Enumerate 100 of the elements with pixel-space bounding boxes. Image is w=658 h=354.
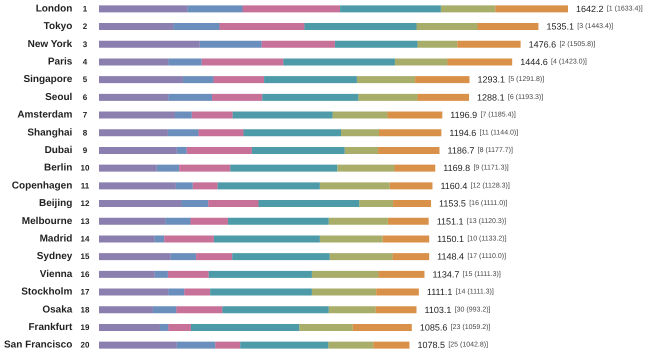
bar [174, 23, 220, 30]
bar [99, 112, 175, 119]
bar [214, 235, 320, 242]
bar [208, 200, 258, 208]
bar [186, 146, 252, 154]
bar [283, 58, 395, 66]
bar [264, 76, 357, 84]
bar [99, 146, 177, 154]
bar [152, 306, 176, 314]
bar [99, 306, 153, 314]
bar [160, 324, 168, 331]
y-tick-label: Shanghai [27, 127, 73, 138]
bar [156, 164, 180, 172]
bar [378, 146, 440, 154]
bar [192, 182, 218, 190]
y-tick-label: Amsterdam [17, 110, 72, 121]
y-tick-label: Beijing [38, 198, 72, 210]
bar [99, 94, 168, 101]
bar [417, 94, 470, 101]
bar [215, 342, 240, 349]
bar [99, 76, 183, 84]
bar [168, 288, 184, 296]
bar [341, 129, 379, 136]
bar [393, 200, 432, 208]
bar [154, 270, 168, 278]
bar [182, 76, 214, 84]
bar [99, 342, 177, 349]
bar [232, 253, 330, 260]
bar [99, 235, 154, 242]
y-tick-label: London [36, 3, 72, 14]
bar [359, 200, 394, 208]
bar [99, 270, 155, 278]
bar [392, 253, 430, 260]
text: 15 [80, 252, 90, 262]
bar [328, 218, 388, 225]
y-tick-label: Sydney [36, 251, 73, 262]
y-tick-label: Melbourne [22, 216, 73, 227]
text: 5 [82, 75, 88, 84]
bar [168, 94, 212, 101]
bar [99, 253, 171, 260]
bar [212, 94, 262, 101]
bar [332, 112, 388, 119]
bar [179, 164, 230, 172]
y-tick-label: Copenhagen [12, 180, 72, 192]
bar [213, 76, 264, 84]
bar [320, 235, 383, 242]
bar [262, 94, 358, 101]
bar [218, 182, 320, 190]
bar [99, 182, 176, 190]
bar [210, 288, 312, 296]
bar [176, 182, 193, 190]
text: 18 [80, 305, 90, 314]
bar [164, 235, 214, 242]
bar [495, 5, 568, 12]
text: 20 [80, 340, 90, 350]
bar [378, 270, 424, 278]
bar [376, 288, 419, 296]
bar [99, 200, 182, 208]
bar [220, 23, 304, 30]
y-tick-label: Paris [48, 56, 73, 68]
text: 6 [82, 92, 88, 102]
bar [99, 164, 157, 172]
bar [232, 112, 333, 119]
y-tick-label: Vienna [40, 268, 73, 280]
text: 11 [80, 181, 90, 190]
bar [320, 182, 390, 190]
bar [477, 23, 538, 30]
bar [387, 112, 442, 119]
bar [312, 270, 379, 278]
bar [99, 23, 174, 30]
bar [168, 129, 198, 136]
text: 17 [80, 288, 90, 297]
bar [188, 5, 243, 12]
bar [378, 129, 442, 136]
bar [299, 324, 353, 331]
bar [304, 23, 417, 30]
bar [99, 218, 166, 225]
y-tick-label: Madrid [40, 233, 72, 244]
bar [99, 324, 160, 331]
text: 9 [82, 146, 88, 155]
text: 12 [80, 199, 90, 208]
bar [182, 200, 208, 208]
text: 8 [82, 128, 88, 138]
bar [198, 129, 244, 136]
y-tick-label: Dubai [44, 144, 73, 156]
y-tick-label: New York [28, 38, 73, 50]
bar [202, 58, 284, 66]
y-tick-label: Stockholm [21, 286, 72, 298]
bar [176, 146, 187, 154]
text: 16 [80, 270, 90, 279]
bar [176, 342, 216, 349]
bar [382, 235, 430, 242]
bar [200, 40, 262, 48]
y-tick-label: Seoul [45, 92, 73, 103]
bar [258, 200, 360, 208]
bar [352, 324, 412, 331]
bar [344, 146, 378, 154]
bar [328, 306, 376, 314]
text: 19 [80, 322, 90, 332]
bar [190, 218, 228, 225]
